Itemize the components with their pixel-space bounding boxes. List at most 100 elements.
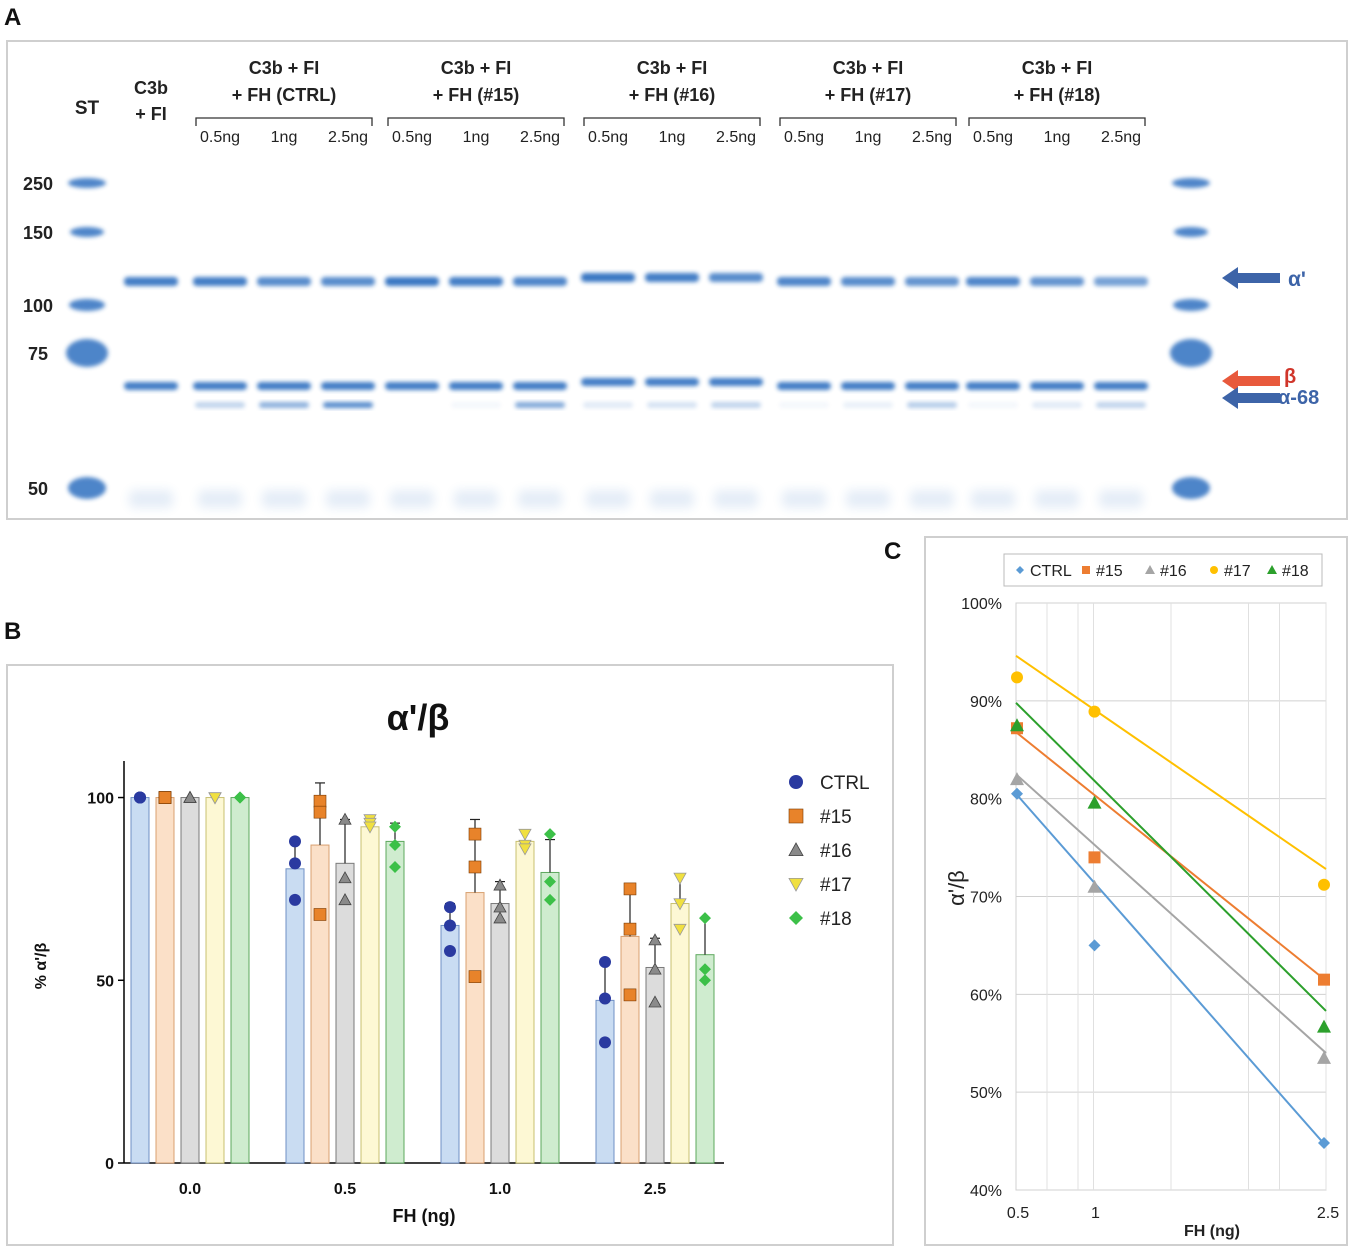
gel-band-beta [385, 382, 439, 390]
gel-ladder-band-right [1170, 339, 1212, 367]
data-point [493, 911, 507, 924]
trend-point-s15 [1318, 973, 1330, 986]
bar-chart: α'/β 0 50 100 % α'/β FH (ng) 0.0 0.5 1.0 2.5 CTRL #… [33, 697, 870, 1226]
data-point [134, 791, 146, 804]
legend-label: #15 [820, 807, 852, 828]
gel-band-alpha-prime [1094, 277, 1148, 286]
gel-band-beta [321, 382, 375, 390]
legend-label: #17 [820, 875, 852, 896]
bar-s16-0.5 [335, 862, 355, 1164]
bar-x-tick-label: 0.0 [179, 1181, 201, 1198]
bar-s16-1.0 [490, 903, 510, 1164]
bar-x-tick-label: 1.0 [489, 1181, 511, 1198]
data-point [183, 790, 197, 803]
gel-dose-label: 1ng [855, 129, 882, 146]
data-point [208, 792, 222, 805]
trend-chart-panel: 40% 50% 60% 70% 80% 90% 100% 0.5 1 2.5 FH (ng) α'/β… [924, 536, 1348, 1246]
gel-group-line2: + FH (#17) [825, 85, 912, 105]
gel-group-bracket [583, 117, 761, 126]
bar-s15-0.5 [310, 844, 330, 1164]
bar-s17-0.0 [205, 797, 225, 1164]
data-point [648, 995, 662, 1008]
gel-dose-label: 0.5ng [200, 129, 240, 146]
beta-arrow [1222, 370, 1280, 392]
gel-band-alpha68 [583, 402, 633, 408]
data-point [493, 878, 507, 891]
gel-ladder-band-left [70, 227, 104, 237]
data-point [289, 835, 301, 848]
trend-legend-label: #15 [1096, 563, 1123, 580]
gel-band-alpha-prime [124, 277, 178, 286]
trend-point-s15 [1088, 851, 1101, 864]
trend-legend-label: #17 [1224, 563, 1251, 580]
trend-legend-marker [1210, 566, 1218, 574]
data-point [444, 919, 456, 932]
trend-chart: 40% 50% 60% 70% 80% 90% 100% 0.5 1 2.5 FH (ng) α'/β… [944, 553, 1339, 1240]
gel-band-smear [129, 490, 173, 508]
gel-band-smear [1035, 490, 1079, 508]
gel-band-smear [518, 490, 562, 508]
bar-s17-1.0 [515, 840, 535, 1164]
data-point [544, 828, 556, 841]
trend-point-s16 [1010, 772, 1024, 786]
gel-ladder-band-right [1173, 299, 1209, 311]
gel-band-alpha68 [451, 402, 501, 408]
trend-y-tick-label: 40% [970, 1183, 1002, 1200]
gel-marker-size-label: 100 [23, 296, 53, 316]
gel-group-bracket [779, 117, 957, 126]
trend-legend-label: CTRL [1030, 563, 1072, 580]
trend-y-tick-label: 60% [970, 987, 1002, 1004]
trend-legend-marker [1267, 565, 1277, 574]
gel-group-line2: + FH (#16) [629, 85, 716, 105]
data-point [599, 992, 611, 1005]
data-point [518, 843, 532, 856]
trend-x-tick-label: 0.5 [1007, 1205, 1029, 1222]
bar-s15-0.0 [155, 797, 175, 1164]
bar-CTRL-1.0 [440, 924, 460, 1164]
legend-marker [788, 878, 804, 892]
gel-ladder-band-left [68, 178, 106, 188]
alpha68-label: α-68 [1278, 387, 1319, 409]
trend-legend-marker [1145, 565, 1155, 574]
data-point [313, 908, 327, 921]
data-point [673, 898, 687, 911]
gel-band-beta [581, 378, 635, 386]
gel-ladder-band-right [1174, 227, 1208, 237]
gel-band-alpha-prime [709, 273, 763, 282]
data-point [648, 962, 662, 975]
data-point [699, 963, 711, 976]
bar-s17-2.5 [670, 903, 690, 1164]
data-point [313, 805, 327, 819]
bar-y-tick-label: 100 [87, 791, 114, 808]
gel-band-alpha-prime [1030, 277, 1084, 286]
gel-lane0-line1: C3b [134, 78, 168, 98]
gel-band-alpha-prime [905, 277, 959, 286]
gel-marker-size-label: 150 [23, 223, 53, 243]
gel-band-beta [841, 382, 895, 390]
data-point [648, 933, 662, 946]
data-point [518, 828, 532, 841]
data-point [389, 820, 401, 833]
gel-dose-label: 2.5ng [1101, 129, 1141, 146]
trend-point-s18 [1317, 1019, 1331, 1033]
gel-band-alpha68 [259, 402, 309, 408]
data-point [444, 945, 456, 958]
data-point [623, 988, 637, 1002]
bar-s15-2.5 [620, 935, 640, 1164]
data-point [599, 956, 611, 968]
bar-s17-0.5 [360, 826, 380, 1164]
bar-CTRL-0.5 [285, 868, 305, 1164]
gel-dose-label: 2.5ng [520, 129, 560, 146]
bar-chart-panel: α'/β 0 50 100 % α'/β FH (ng) 0.0 0.5 1.0 2.5 CTRL #… [6, 664, 894, 1246]
gel-group-line1: C3b + FI [249, 58, 320, 78]
legend-marker [789, 775, 803, 789]
legend-label: #16 [820, 841, 852, 862]
bar-y-axis-label: % α'/β [33, 943, 50, 990]
trend-x-axis-label: FH (ng) [1184, 1223, 1240, 1240]
bar-s18-1.0 [540, 871, 560, 1164]
gel-dose-label: 1ng [1044, 129, 1071, 146]
gel-ladder-band-left [66, 339, 108, 367]
gel-band-alpha-prime [257, 277, 311, 286]
data-point [289, 857, 301, 870]
panel-label-c: C [884, 538, 902, 565]
